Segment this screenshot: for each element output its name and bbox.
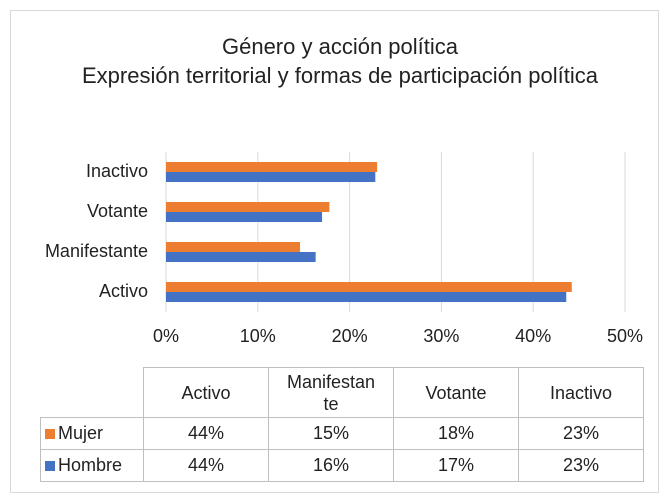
legend-cell: Mujer bbox=[40, 417, 144, 450]
table-header-cell: Activo bbox=[143, 367, 269, 418]
bar bbox=[166, 242, 301, 252]
bar bbox=[166, 162, 378, 172]
y-tick-label: Inactivo bbox=[86, 161, 148, 181]
table-value: 23% bbox=[518, 417, 644, 450]
x-tick-label: 30% bbox=[423, 326, 459, 346]
table-value: 16% bbox=[268, 449, 394, 482]
legend-label: Mujer bbox=[58, 423, 104, 443]
table-corner bbox=[41, 368, 144, 418]
x-tick-label: 20% bbox=[332, 326, 368, 346]
table-value: 44% bbox=[143, 449, 269, 482]
table-value: 23% bbox=[518, 449, 644, 482]
legend-label: Hombre bbox=[58, 455, 123, 475]
table-header-cell: Manifestante bbox=[268, 367, 394, 418]
bar bbox=[166, 172, 376, 182]
table-value: 18% bbox=[393, 417, 519, 450]
chart-title: Género y acción política bbox=[221, 34, 459, 59]
data-table: Activo Manifestante Votante Inactivo Mujer 44… bbox=[40, 367, 644, 482]
x-tick-label: 10% bbox=[240, 326, 276, 346]
y-tick-label: Votante bbox=[87, 201, 148, 221]
legend-swatch bbox=[45, 429, 55, 439]
y-tick-label: Activo bbox=[99, 281, 148, 301]
y-tick-label: Manifestante bbox=[45, 241, 148, 261]
table-header-row: Activo Manifestante Votante Inactivo bbox=[41, 367, 644, 418]
x-tick-label: 50% bbox=[607, 326, 643, 346]
table-header-text: Votante bbox=[425, 382, 487, 403]
bar bbox=[166, 212, 323, 222]
table-header-text: Manifestante bbox=[286, 371, 376, 414]
table-header-cell: Votante bbox=[393, 367, 519, 418]
table-header-text: Activo bbox=[181, 382, 231, 403]
bar bbox=[166, 202, 330, 212]
table-value: 15% bbox=[268, 417, 394, 450]
table-row: Hombre 44% 16% 17% 23% bbox=[40, 449, 644, 482]
x-tick-label: 40% bbox=[515, 326, 551, 346]
table-header-cell: Inactivo bbox=[518, 367, 644, 418]
table-header-text: Inactivo bbox=[549, 382, 613, 403]
x-tick-label: 0% bbox=[153, 326, 179, 346]
bar bbox=[166, 292, 567, 302]
title-block: Género y acción política Expresión terri… bbox=[60, 32, 620, 90]
bar bbox=[166, 252, 316, 262]
table-value: 44% bbox=[143, 417, 269, 450]
legend-swatch bbox=[45, 461, 55, 471]
chart-frame bbox=[10, 10, 659, 493]
table-value: 17% bbox=[393, 449, 519, 482]
bar bbox=[166, 282, 572, 292]
chart-subtitle: Expresión territorial y formas de partic… bbox=[81, 63, 598, 88]
legend-cell: Hombre bbox=[40, 449, 144, 482]
table-row: Mujer 44% 15% 18% 23% bbox=[40, 417, 644, 450]
